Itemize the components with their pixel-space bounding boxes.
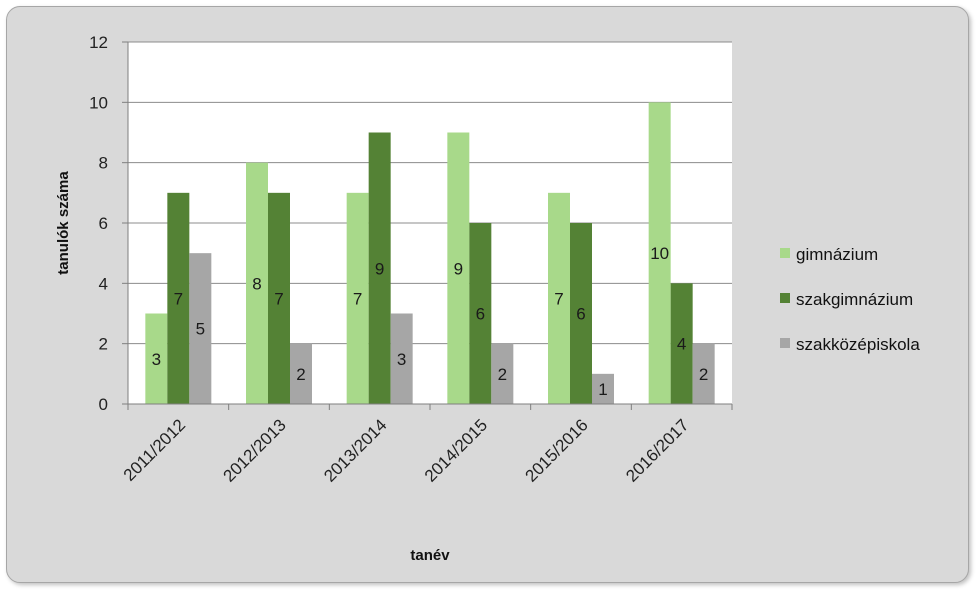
legend-label: szakgimnázium: [796, 290, 913, 309]
data-label: 6: [476, 305, 485, 324]
x-tick-label: 2014/2015: [421, 415, 491, 485]
legend-label: gimnázium: [796, 245, 878, 264]
bar: [548, 192, 570, 404]
data-label: 9: [454, 259, 463, 278]
data-label: 6: [576, 305, 585, 324]
data-label: 8: [252, 274, 261, 293]
legend-swatch: [780, 293, 790, 303]
data-label: 7: [554, 289, 563, 308]
data-label: 2: [699, 365, 708, 384]
y-tick-label: 4: [99, 274, 108, 293]
data-label: 5: [196, 320, 205, 339]
bar: [592, 373, 614, 404]
y-tick-labels: 0 2 4 6 8 10 12: [89, 33, 108, 414]
data-label: 1: [598, 380, 607, 399]
bar: [447, 132, 470, 404]
y-tick-label: 2: [99, 335, 108, 354]
bar: [346, 192, 369, 404]
x-tick-label: 2012/2013: [220, 415, 290, 485]
bar: [390, 313, 413, 404]
x-tick-label: 2013/2014: [320, 415, 390, 485]
bar: [167, 192, 190, 404]
legend-label: szakközépiskola: [796, 335, 920, 354]
data-label: 3: [152, 350, 161, 369]
legend-swatch: [780, 338, 790, 348]
legend-swatch: [780, 248, 790, 258]
bar: [469, 223, 492, 404]
axes: [122, 41, 733, 410]
data-label: 9: [375, 259, 384, 278]
x-axis-title: tanév: [410, 547, 450, 564]
y-tick-label: 8: [99, 154, 108, 173]
y-tick-label: 6: [99, 214, 108, 233]
bar: [268, 192, 290, 404]
bar: [290, 343, 312, 404]
data-label: 7: [174, 289, 183, 308]
bar: [246, 162, 268, 404]
gridlines: [128, 41, 732, 345]
data-label: 7: [353, 289, 362, 308]
x-tick-labels: 2011/2012 2012/2013 2013/2014 2014/2015 2015…: [120, 415, 693, 485]
y-tick-label: 12: [89, 33, 108, 52]
bar: [570, 223, 592, 404]
data-label: 2: [498, 365, 507, 384]
legend: gimnázium szakgimnázium szakközépiskola: [780, 245, 920, 354]
data-label: 2: [296, 365, 305, 384]
bar: [670, 283, 693, 404]
x-tick-label: 2016/2017: [622, 415, 692, 485]
x-tick-label: 2011/2012: [120, 415, 189, 484]
bar: [648, 102, 671, 404]
bar: [491, 343, 514, 404]
bars: [145, 102, 715, 404]
y-tick-label: 0: [99, 395, 108, 414]
bar: [692, 343, 715, 404]
bar: [368, 132, 391, 404]
bar: [145, 313, 168, 404]
bar: [189, 253, 212, 404]
data-label: 7: [274, 289, 283, 308]
x-tick-label: 2015/2016: [522, 415, 592, 485]
y-tick-label: 10: [89, 93, 108, 112]
data-label: 10: [650, 244, 669, 263]
data-label: 3: [397, 350, 406, 369]
data-label: 4: [677, 335, 686, 354]
y-axis-title: tanulók száma: [55, 171, 72, 275]
